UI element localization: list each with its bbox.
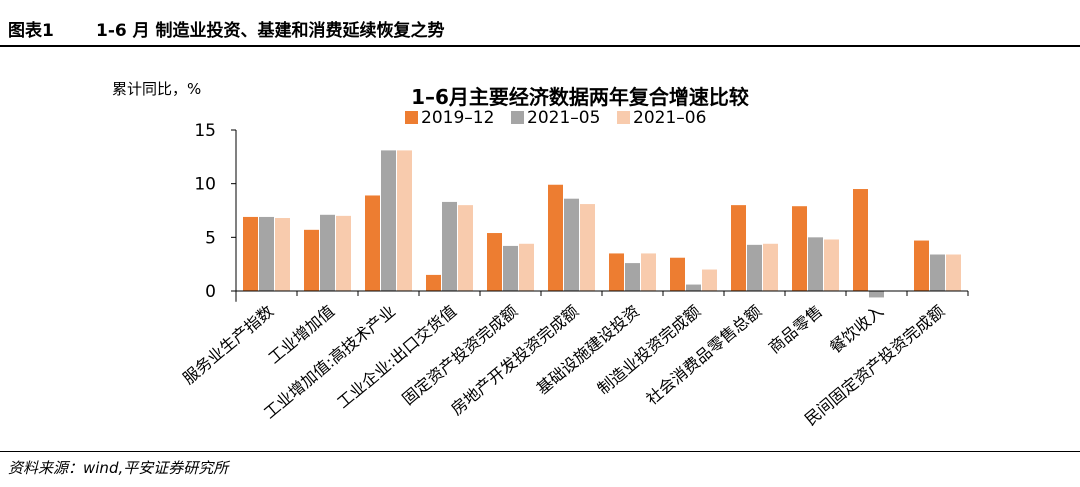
bar xyxy=(397,150,412,291)
bar xyxy=(670,257,685,291)
source-note: 资料来源：wind,平安证券研究所 xyxy=(8,459,229,477)
legend-swatch xyxy=(405,111,418,124)
bar xyxy=(381,150,396,291)
bar xyxy=(914,240,929,291)
bar xyxy=(792,206,807,291)
bar xyxy=(625,263,640,291)
bar xyxy=(731,205,746,291)
axes-group: 0 5 10 15 xyxy=(194,121,969,302)
legend-label: 2021–05 xyxy=(527,108,600,128)
bar xyxy=(869,291,884,298)
bar xyxy=(564,198,579,291)
bar xyxy=(609,253,624,291)
x-tick-label: 工业企业:出口交货值 xyxy=(333,302,460,413)
legend-swatch xyxy=(511,111,524,124)
bar xyxy=(365,195,380,291)
bar xyxy=(243,216,258,291)
footer-rule xyxy=(0,451,1080,452)
x-tick-label: 基础设施建设投资 xyxy=(533,302,643,399)
bar xyxy=(686,284,701,291)
x-tick-label: 服务业生产指数 xyxy=(179,302,277,389)
header-rule xyxy=(0,45,1080,47)
bar xyxy=(275,218,290,291)
bar xyxy=(808,237,823,291)
category-labels: 服务业生产指数工业增加值工业增加值:高技术产业工业企业:出口交货值固定资产投资完… xyxy=(179,302,948,430)
bar xyxy=(853,189,868,291)
x-tick-label: 固定资产投资完成额 xyxy=(399,302,522,409)
bar xyxy=(442,201,457,291)
bar xyxy=(548,184,563,291)
bar xyxy=(580,204,595,291)
x-tick-label: 社会消费品零售总额 xyxy=(643,302,766,409)
bar xyxy=(747,244,762,291)
bar xyxy=(426,274,441,291)
y-tick-label: 15 xyxy=(194,121,216,141)
bar xyxy=(641,253,656,291)
bar xyxy=(336,215,351,291)
figure-header: 图表1 1-6 月 制造业投资、基建和消费延续恢复之势 xyxy=(0,0,1080,47)
bar xyxy=(519,243,534,291)
bar xyxy=(320,214,335,291)
bar xyxy=(702,269,717,291)
bar xyxy=(930,254,945,291)
legend-label: 2019–12 xyxy=(421,108,494,128)
bar xyxy=(763,243,778,291)
bar xyxy=(946,254,961,291)
legend-label: 2021–06 xyxy=(633,108,706,128)
bars-group xyxy=(243,150,961,298)
x-tick-label: 制造业投资完成额 xyxy=(594,302,704,399)
figure-title: 1-6 月 制造业投资、基建和消费延续恢复之势 xyxy=(96,21,445,41)
y-axis-label: 累计同比，% xyxy=(112,80,201,98)
chart-title: 1–6月主要经济数据两年复合增速比较 xyxy=(411,85,749,109)
legend: 2019–12 2021–05 2021–06 xyxy=(405,108,706,128)
y-tick-label: 5 xyxy=(205,228,216,248)
y-tick-label: 10 xyxy=(194,175,216,195)
figure-number: 图表1 xyxy=(8,21,54,41)
bar xyxy=(487,233,502,291)
x-tick-label: 餐饮收入 xyxy=(826,302,887,358)
bar xyxy=(259,216,274,291)
bar xyxy=(824,239,839,291)
x-tick-label: 商品零售 xyxy=(765,302,826,358)
bar xyxy=(458,205,473,291)
bar xyxy=(503,245,518,291)
legend-swatch xyxy=(617,111,630,124)
y-tick-label: 0 xyxy=(205,282,216,302)
bar xyxy=(304,229,319,291)
